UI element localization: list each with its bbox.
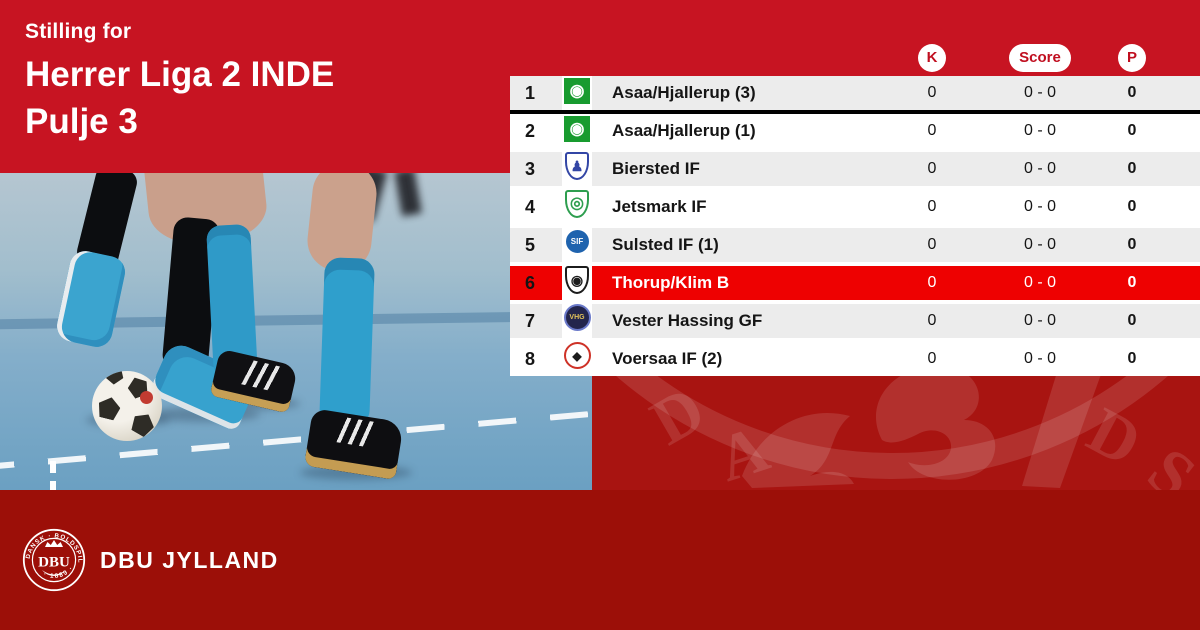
position: 4 xyxy=(524,197,535,217)
points-value: 0 xyxy=(1127,84,1137,101)
position: 1 xyxy=(524,83,535,103)
table-row-highlighted: 6 ◉ Thorup/Klim B 0 0 - 0 0 xyxy=(510,266,1200,304)
dbu-logo-center: DBU xyxy=(38,555,70,571)
team-name: Asaa/Hjallerup (1) xyxy=(612,121,756,140)
team-name: Thorup/Klim B xyxy=(612,273,730,292)
matches-value: 0 xyxy=(927,122,937,139)
photo-background-player xyxy=(394,173,422,217)
score-value: 0 - 0 xyxy=(1023,274,1056,291)
matches-value: 0 xyxy=(927,160,937,177)
team-logo: ◉ xyxy=(562,76,592,110)
team-name: Vester Hassing GF xyxy=(612,311,763,330)
points-value: 0 xyxy=(1127,198,1137,215)
dbu-watermark: D A D S xyxy=(592,376,1200,490)
matches-value: 0 xyxy=(927,274,937,291)
dbu-logo: DANSK · BOLDSPIL · UNION · 1889 · DBU xyxy=(22,528,86,592)
team-name: Voersaa IF (2) xyxy=(612,349,723,368)
photo-blue-shoe xyxy=(54,248,128,350)
position: 5 xyxy=(524,235,535,255)
page-title: Stilling for Herrer Liga 2 INDE Pulje 3 xyxy=(25,20,334,145)
table-row: 2 ◉ Asaa/Hjallerup (1) 0 0 - 0 0 xyxy=(510,114,1200,152)
matches-value: 0 xyxy=(927,236,937,253)
table-row: 5 SIF Sulsted IF (1) 0 0 - 0 0 xyxy=(510,228,1200,266)
team-name: Biersted IF xyxy=(612,159,700,178)
position: 6 xyxy=(524,273,535,293)
title-kicker: Stilling for xyxy=(25,20,132,43)
team-logo: VHG xyxy=(562,304,592,338)
score-value: 0 - 0 xyxy=(1023,312,1056,329)
table-row: 4 ◎ Jetsmark IF 0 0 - 0 0 xyxy=(510,190,1200,228)
column-header-p: P xyxy=(1118,44,1146,72)
points-value: 0 xyxy=(1127,236,1137,253)
position: 3 xyxy=(524,159,535,179)
points-value: 0 xyxy=(1127,350,1137,367)
brand-name: DBU JYLLAND xyxy=(100,546,279,573)
score-value: 0 - 0 xyxy=(1023,236,1056,253)
column-header-k: K xyxy=(918,44,946,72)
score-value: 0 - 0 xyxy=(1023,160,1056,177)
table-row: 7 VHG Vester Hassing GF 0 0 - 0 0 xyxy=(510,304,1200,342)
title-line-2: Pulje 3 xyxy=(25,102,138,141)
table-row: 1 ◉ Asaa/Hjallerup (3) 0 0 - 0 0 xyxy=(510,76,1200,114)
team-logo: ◆ xyxy=(562,342,592,376)
team-name: Asaa/Hjallerup (3) xyxy=(612,83,756,102)
position: 2 xyxy=(524,121,535,141)
table-row: 3 ♟ Biersted IF 0 0 - 0 0 xyxy=(510,152,1200,190)
position: 7 xyxy=(524,311,535,331)
team-logo: ◉ xyxy=(562,114,592,148)
position: 8 xyxy=(524,349,535,369)
score-value: 0 - 0 xyxy=(1023,84,1056,101)
points-value: 0 xyxy=(1127,274,1137,291)
column-header-score: Score xyxy=(1009,44,1071,72)
team-logo: ◉ xyxy=(562,266,592,300)
team-logo: ♟ xyxy=(562,152,592,186)
points-value: 0 xyxy=(1127,160,1137,177)
score-value: 0 - 0 xyxy=(1023,198,1056,215)
matches-value: 0 xyxy=(927,198,937,215)
matches-value: 0 xyxy=(927,312,937,329)
futsal-photo xyxy=(0,173,592,490)
photo-player-leg xyxy=(319,257,375,427)
points-value: 0 xyxy=(1127,312,1137,329)
photo-football xyxy=(92,371,162,441)
team-name: Sulsted IF (1) xyxy=(612,235,719,254)
team-name: Jetsmark IF xyxy=(612,197,707,216)
svg-text:S: S xyxy=(1135,434,1200,490)
standings-rows: 1 ◉ Asaa/Hjallerup (3) 0 0 - 0 0 2 ◉ Asa… xyxy=(510,76,1200,376)
points-value: 0 xyxy=(1127,122,1137,139)
score-value: 0 - 0 xyxy=(1023,350,1056,367)
table-row: 8 ◆ Voersaa IF (2) 0 0 - 0 0 xyxy=(510,342,1200,376)
dbu-watermark-crest: D A D S xyxy=(616,376,1200,490)
photo-dashed-line-vertical xyxy=(50,461,56,490)
team-logo: SIF xyxy=(562,228,592,262)
team-logo: ◎ xyxy=(562,190,592,224)
matches-value: 0 xyxy=(927,84,937,101)
title-line-1: Herrer Liga 2 INDE xyxy=(25,55,335,94)
score-value: 0 - 0 xyxy=(1023,122,1056,139)
svg-text:D: D xyxy=(639,376,717,460)
footer-band: DANSK · BOLDSPIL · UNION · 1889 · DBU DB… xyxy=(0,490,1200,630)
matches-value: 0 xyxy=(927,350,937,367)
